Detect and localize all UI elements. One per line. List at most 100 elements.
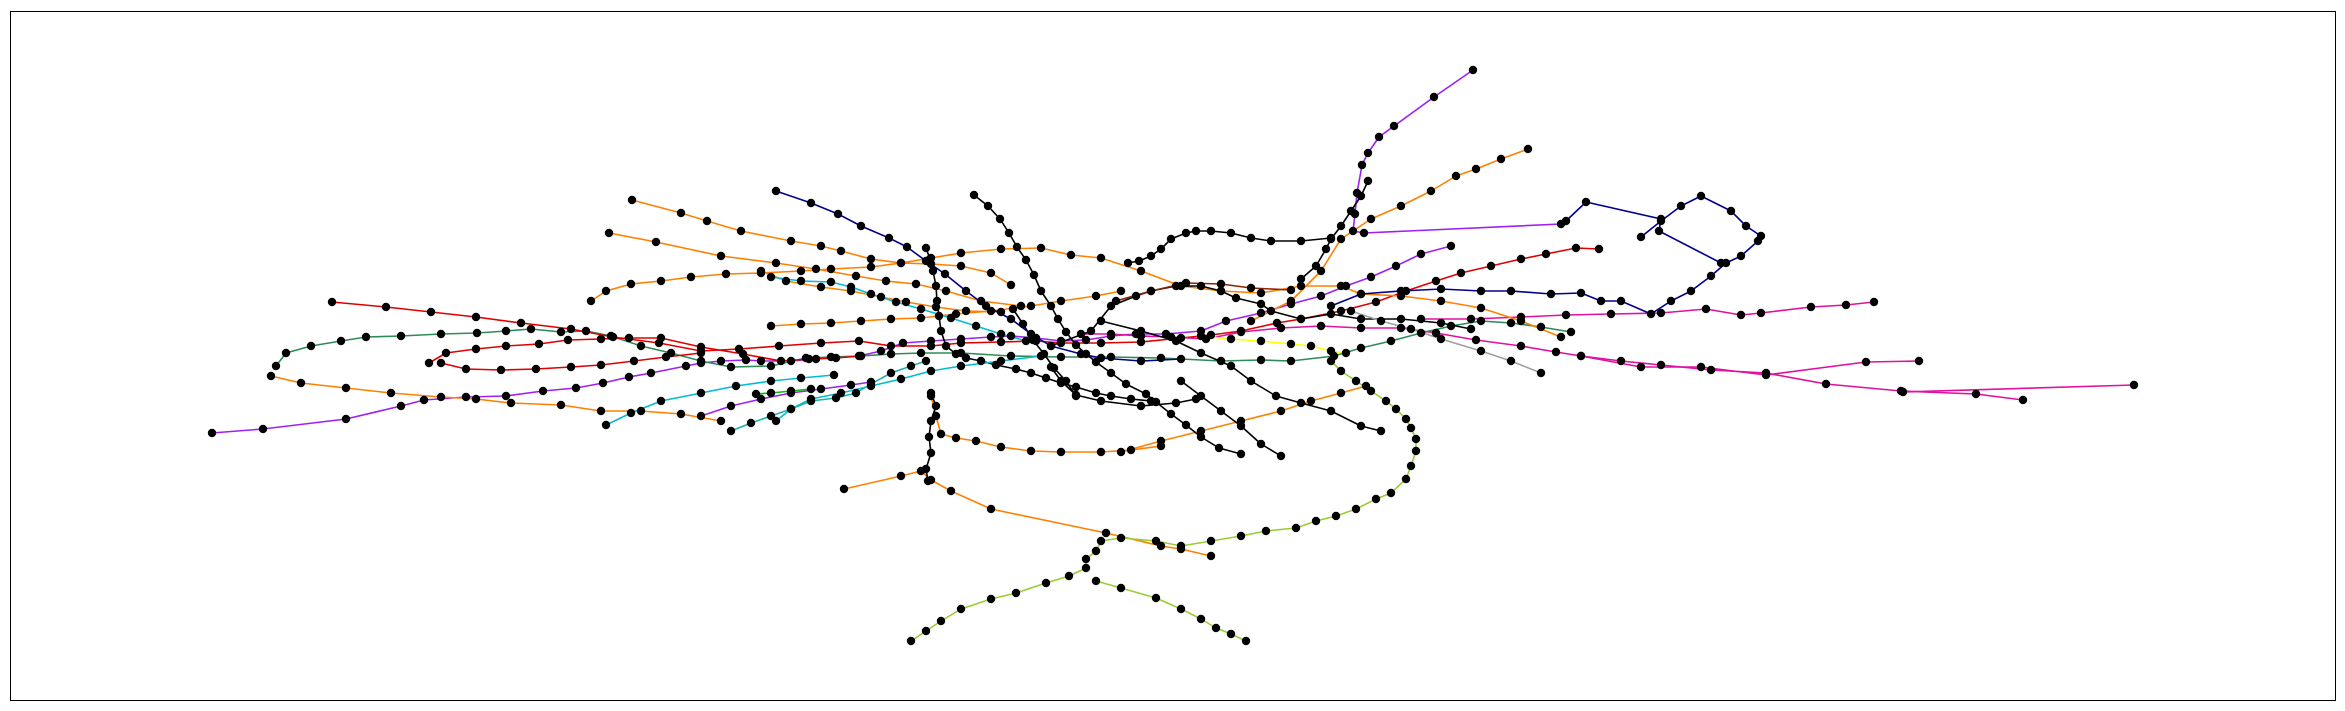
- station-black-ne2-11: [1296, 236, 1306, 246]
- station-orange-mid-1: [781, 276, 791, 286]
- station-black-north-19: [1181, 420, 1191, 430]
- station-orange-ne-0: [1246, 316, 1256, 326]
- station-lime-south-15: [1206, 536, 1216, 546]
- station-black-ne-9: [1256, 299, 1266, 309]
- station-black-north-2: [995, 214, 1005, 224]
- line-blue-ne: [1330, 195, 1762, 315]
- station-grey-east-2: [1406, 324, 1416, 334]
- station-black-ne2-1: [1134, 256, 1144, 266]
- station-black-north-5: [1021, 255, 1031, 265]
- station-lime-south-16: [1236, 531, 1246, 541]
- station-green-loop-37: [1506, 318, 1516, 328]
- line-blue-ne2: [1565, 201, 1722, 264]
- station-orange-ring-16: [1096, 253, 1106, 263]
- station-blue-ne-13: [1706, 271, 1716, 281]
- station-magenta-east-1: [1106, 329, 1116, 339]
- station-black-north-0: [969, 190, 979, 200]
- station-lime-south-34: [1336, 366, 1346, 376]
- station-red-upper-1: [381, 302, 391, 312]
- station-lime-south-8: [1081, 563, 1091, 573]
- station-purple-west-39: [1391, 261, 1401, 271]
- station-lime-south-12: [1116, 533, 1126, 543]
- station-blue-ne-17: [1756, 231, 1766, 241]
- station-black-sw-2: [926, 416, 936, 426]
- station-yellow-mid-1: [1226, 334, 1236, 344]
- station-magenta-east3-3: [1761, 370, 1771, 380]
- station-magenta-east-16: [1656, 360, 1666, 370]
- station-magenta-east-10: [1431, 328, 1441, 338]
- station-red-lower-6: [596, 334, 606, 344]
- station-black-se2-3: [1196, 348, 1206, 358]
- station-red-upper-29: [1431, 276, 1441, 286]
- station-red-lower-9: [696, 342, 706, 352]
- station-yellow-mid-6: [1341, 348, 1351, 358]
- station-red-loop-4: [566, 362, 576, 372]
- station-cyan-west-7: [829, 370, 839, 380]
- station-green-loop-6: [436, 329, 446, 339]
- station-orange-mid-7: [961, 306, 971, 316]
- station-teal-south-5: [831, 393, 841, 403]
- network-diagram: [207, 65, 2139, 646]
- station-black-ne2-7: [1206, 226, 1216, 236]
- station-green-loop-2: [306, 341, 316, 351]
- station-black-north-21: [1214, 443, 1224, 453]
- station-black-spine-19: [1126, 394, 1136, 404]
- station-lime-south-27: [1411, 434, 1421, 444]
- station-orange-north-2: [702, 216, 712, 226]
- station-blue-nw-1: [806, 198, 816, 208]
- station-orange-ne-6: [1426, 186, 1436, 196]
- station-orange-north2-5: [851, 271, 861, 281]
- station-lime-south-29: [1401, 414, 1411, 424]
- station-magenta-east-15: [1616, 356, 1626, 366]
- station-black-spine-13: [1026, 368, 1036, 378]
- station-black-se-5: [1276, 451, 1286, 461]
- station-black-spine-16: [1071, 382, 1081, 392]
- station-orange-west-10: [676, 409, 686, 419]
- station-orange-south-6: [1101, 528, 1111, 538]
- station-red-upper-0: [327, 297, 337, 307]
- station-purple-east-0: [1468, 65, 1478, 75]
- station-brown-ne-3: [1216, 279, 1226, 289]
- station-magenta-east-12: [1516, 341, 1526, 351]
- station-red-upper-32: [1516, 254, 1526, 264]
- station-black-ne2-6: [1191, 226, 1201, 236]
- station-orange-west-11: [716, 416, 726, 426]
- station-cyan-nw-9: [996, 329, 1006, 339]
- station-black-south-3: [1096, 396, 1106, 406]
- station-black-ne-10: [1266, 306, 1276, 316]
- station-black-se2-8: [1326, 406, 1336, 416]
- station-lime-south2-3: [1176, 604, 1186, 614]
- line-green-bright: [755, 388, 812, 395]
- station-black-se-1: [1196, 391, 1206, 401]
- station-blue-ne-5: [1506, 286, 1516, 296]
- station-cyan-west-6: [796, 373, 806, 383]
- station-cyan-nw-3: [846, 282, 856, 292]
- station-blue-nw-6: [921, 256, 931, 266]
- station-black-ne3-2: [1321, 244, 1331, 254]
- station-cyan-sw-7: [956, 361, 966, 371]
- station-orange-south2-8: [1096, 447, 1106, 457]
- station-yellow-mid-5: [1326, 346, 1336, 356]
- station-black-se2-1: [1136, 326, 1146, 336]
- station-orange-ring-22: [1336, 281, 1346, 291]
- station-black-ne-15: [1436, 318, 1446, 328]
- station-orange-south-5: [986, 504, 996, 514]
- station-cyan-west-4: [731, 381, 741, 391]
- line-yellow-mid: [1200, 335, 1347, 354]
- station-lime-south-9: [1081, 554, 1091, 564]
- station-purple-east-1: [1429, 92, 1439, 102]
- station-black-se2-6: [1271, 391, 1281, 401]
- station-purple-west-21: [898, 338, 908, 348]
- station-orange-ring-3: [656, 276, 666, 286]
- station-blue-ne-19: [1726, 206, 1736, 216]
- station-red-lower-14: [856, 351, 866, 361]
- station-orange-mid2-9: [1056, 296, 1066, 306]
- station-black-ne3-0: [1296, 274, 1306, 284]
- station-green-loop-32: [1356, 343, 1366, 353]
- station-black-ne-3: [1131, 291, 1141, 301]
- station-black-ne2-9: [1246, 233, 1256, 243]
- station-green-loop-11: [581, 326, 591, 336]
- station-magenta-east4-1: [2129, 380, 2139, 390]
- station-black-spine-14: [1041, 373, 1051, 383]
- station-green-loop-35: [1446, 321, 1456, 331]
